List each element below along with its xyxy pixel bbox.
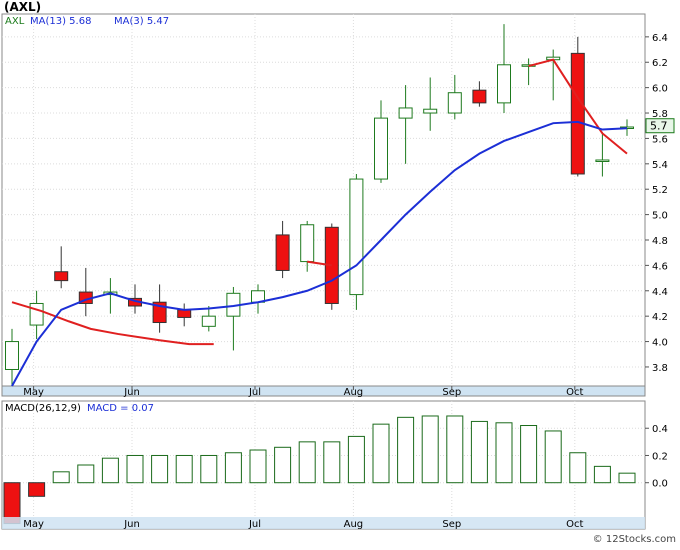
price-panel: 3.8 4.0 4.2 4.4 4.6 4.8 5.0 5.2 5.4 5.6 5.8 6.0 6.2 6… [1, 13, 675, 398]
candle-body [201, 315, 216, 327]
candle-body [423, 108, 438, 114]
macd-bar [347, 435, 365, 484]
macd-x-tick-label: May [23, 519, 44, 530]
chart-title: (AXL) [4, 0, 41, 14]
candle-body [447, 92, 462, 114]
macd-bar [470, 420, 488, 484]
macd-legend-label: MACD(26,12,9) [5, 403, 81, 414]
macd-bar [224, 452, 242, 484]
candle-body [300, 224, 315, 263]
ma3-line [11, 301, 214, 346]
macd-bar [446, 415, 464, 484]
macd-bar [372, 423, 390, 484]
price-x-tick-label: Oct [566, 387, 583, 398]
ma3-line [307, 260, 332, 267]
macd-bar [151, 454, 169, 484]
price-y-tick-label: 4.4 [652, 287, 668, 298]
macd-bar [200, 454, 218, 484]
price-plot-area [1, 13, 646, 387]
candle-body [29, 302, 44, 326]
price-y-tick-label: 5.2 [652, 185, 668, 196]
macd-bar [175, 454, 193, 484]
macd-bar [298, 441, 316, 484]
macd-x-tick-label: Jul [248, 519, 261, 530]
candle-body [5, 341, 19, 370]
macd-bar [101, 457, 119, 484]
macd-bar [126, 454, 144, 484]
macd-date-band [2, 517, 645, 529]
candle-body [177, 309, 192, 318]
macd-x-tick-label: Sep [442, 519, 461, 530]
price-y-tick-label: 5.4 [652, 160, 668, 171]
legend-ma13: MA(13) 5.68 [30, 16, 91, 27]
macd-bar [274, 446, 292, 484]
ma3-line [528, 58, 628, 155]
candle-body [349, 178, 364, 296]
candle-body [275, 234, 290, 271]
candle-body [374, 117, 388, 180]
macd-x-tick-label: Aug [344, 519, 364, 530]
candle-body [398, 107, 413, 119]
macd-bar [397, 416, 415, 484]
last-price-label: 5.7 [650, 120, 668, 133]
price-y-tick-label: 4.2 [652, 312, 668, 323]
price-y-tick-label: 3.8 [652, 363, 668, 374]
macd-bar [520, 425, 538, 484]
macd-bar [77, 464, 95, 484]
last-price-badge [645, 118, 675, 134]
macd-y-tick-label: 0.4 [652, 424, 668, 435]
macd-bar [495, 422, 513, 484]
macd-panel: 0.0 0.2 0.4 May Jun Jul Aug Sep Oct MACD(26,12,9)… [1, 400, 668, 530]
macd-bar [569, 452, 587, 484]
price-x-tick-label: Jun [123, 387, 140, 398]
price-x-tick-label: May [23, 387, 44, 398]
price-y-tick-label: 6.0 [652, 84, 668, 95]
price-x-tick-label: Jul [248, 387, 261, 398]
price-y-tick-label: 6.2 [652, 58, 668, 69]
price-y-tick-label: 4.6 [652, 261, 668, 272]
legend-ma3: MA(3) 5.47 [114, 16, 169, 27]
price-y-tick-label: 6.4 [652, 33, 668, 44]
macd-bar [28, 482, 46, 497]
candle-body [472, 89, 487, 104]
price-date-band [1, 385, 646, 397]
price-y-tick-label: 5.6 [652, 134, 668, 145]
macd-y-tick-label: 0.2 [652, 451, 668, 462]
macd-legend-value: MACD = 0.07 [87, 403, 154, 414]
macd-bar [593, 465, 611, 484]
footer-credit: © 12Stocks.com [593, 534, 676, 545]
candle-body [54, 271, 69, 282]
price-x-tick-label: Aug [344, 387, 364, 398]
macd-bar [421, 415, 439, 484]
ma13-line [11, 120, 628, 387]
price-y-tick-label: 5.0 [652, 211, 668, 222]
price-y-tick-label: 4.8 [652, 236, 668, 247]
macd-bar [52, 471, 70, 484]
macd-x-tick-label: Jun [123, 519, 140, 530]
macd-y-tick-label: 0.0 [652, 479, 668, 490]
candle-body [595, 159, 610, 163]
candle-body [570, 52, 585, 175]
legend-symbol: AXL [5, 16, 25, 27]
macd-bar [618, 472, 636, 484]
price-x-tick-label: Sep [442, 387, 461, 398]
macd-x-tick-label: Oct [566, 519, 583, 530]
price-y-tick-label: 5.8 [652, 109, 668, 120]
macd-bar [249, 449, 267, 484]
macd-bar [544, 430, 562, 484]
macd-bar [323, 441, 341, 484]
price-y-tick-label: 4.0 [652, 338, 668, 349]
candle-body [497, 64, 511, 104]
